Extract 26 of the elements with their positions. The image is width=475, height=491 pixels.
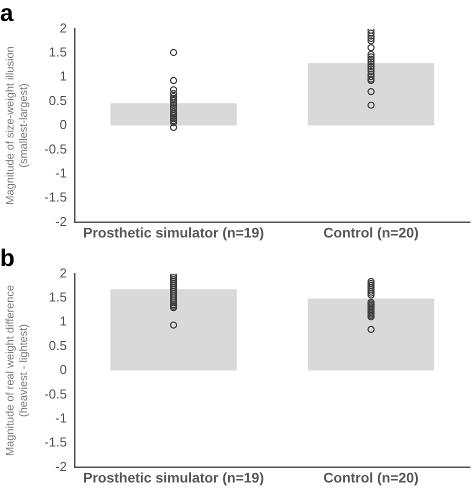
y-tick-label: -1 [55,410,67,426]
x-tick-label: Prosthetic simulator (n=19) [83,469,264,486]
y-tick-label: 2 [60,20,67,36]
y-tick-label: -2 [55,214,67,229]
x-tick-label: Control (n=20) [323,224,419,240]
y-tick-label: -0.5 [44,386,67,402]
chart-title: b [0,245,15,272]
y-tick-label: 2 [60,265,67,280]
chart-title: a [0,0,14,28]
y-tick-label: 0 [60,117,67,132]
y-tick-label: 1.5 [48,290,67,305]
y-tick-label: 0 [60,362,67,378]
y-tick-label: -1.5 [44,434,67,450]
x-tick-label: Control (n=20) [323,469,419,486]
y-tick-label: 1 [60,314,67,329]
y-tick-label: -1 [55,165,67,180]
y-tick-label: 1 [60,68,67,84]
y-tick-label: -1.5 [44,190,67,205]
y-axis-title: Magnitude of real weight difference (heaviest - lightest) [4,284,30,456]
y-tick-label: 0.5 [48,92,67,108]
y-tick-label: -2 [55,458,67,474]
x-tick-label: Prosthetic simulator (n=19) [83,224,264,240]
y-tick-label: -0.5 [44,141,67,156]
y-tick-label: 0.5 [48,338,67,353]
y-tick-label: 1.5 [48,44,67,60]
y-axis-title: Magnitude of size-weight illusion (smallest-largest) [4,46,30,205]
